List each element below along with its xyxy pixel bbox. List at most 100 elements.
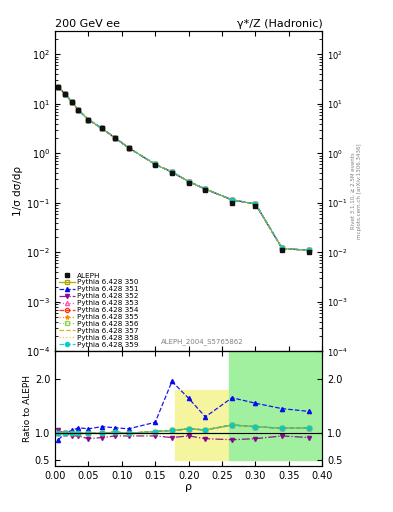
- Pythia 6.428 354: [170, 169, 174, 175]
- Y-axis label: Ratio to ALEPH: Ratio to ALEPH: [23, 375, 32, 442]
- Line: Pythia 6.428 359: Pythia 6.428 359: [56, 86, 311, 252]
- Pythia 6.428 351: [230, 197, 235, 203]
- Pythia 6.428 352: [230, 197, 235, 203]
- ALEPH: [126, 145, 131, 151]
- Pythia 6.428 350: [307, 247, 311, 253]
- Pythia 6.428 354: [113, 135, 118, 141]
- Pythia 6.428 356: [253, 201, 258, 207]
- Pythia 6.428 350: [170, 169, 174, 175]
- Pythia 6.428 352: [99, 125, 104, 132]
- Pythia 6.428 358: [307, 247, 311, 253]
- Pythia 6.428 357: [126, 145, 131, 151]
- Text: γ*/Z (Hadronic): γ*/Z (Hadronic): [237, 18, 322, 29]
- Pythia 6.428 351: [69, 99, 74, 105]
- Pythia 6.428 353: [307, 247, 311, 253]
- Pythia 6.428 354: [253, 201, 258, 207]
- Pythia 6.428 356: [126, 145, 131, 151]
- Pythia 6.428 356: [76, 107, 81, 113]
- Pythia 6.428 359: [186, 179, 191, 185]
- Pythia 6.428 356: [113, 135, 118, 141]
- Pythia 6.428 354: [56, 84, 61, 91]
- Pythia 6.428 354: [126, 145, 131, 151]
- Pythia 6.428 353: [153, 161, 158, 167]
- Pythia 6.428 353: [86, 117, 91, 123]
- Pythia 6.428 359: [76, 107, 81, 113]
- ALEPH: [86, 117, 91, 123]
- Pythia 6.428 357: [113, 135, 118, 141]
- Pythia 6.428 358: [280, 245, 285, 251]
- Pythia 6.428 356: [307, 247, 311, 253]
- ALEPH: [69, 99, 74, 105]
- Pythia 6.428 359: [69, 99, 74, 105]
- ALEPH: [253, 203, 258, 209]
- Pythia 6.428 354: [69, 99, 74, 105]
- Pythia 6.428 351: [153, 161, 158, 167]
- Pythia 6.428 357: [153, 161, 158, 167]
- Pythia 6.428 351: [253, 201, 258, 207]
- Pythia 6.428 359: [307, 247, 311, 253]
- Pythia 6.428 351: [86, 117, 91, 123]
- Pythia 6.428 359: [126, 145, 131, 151]
- Pythia 6.428 354: [99, 125, 104, 132]
- Pythia 6.428 352: [253, 201, 258, 207]
- Pythia 6.428 351: [63, 91, 68, 97]
- X-axis label: ρ: ρ: [185, 482, 192, 492]
- ALEPH: [56, 84, 61, 90]
- Line: Pythia 6.428 350: Pythia 6.428 350: [56, 86, 311, 252]
- Pythia 6.428 353: [76, 107, 81, 113]
- Line: Pythia 6.428 353: Pythia 6.428 353: [56, 86, 311, 252]
- Line: Pythia 6.428 354: Pythia 6.428 354: [56, 86, 311, 252]
- Pythia 6.428 358: [253, 201, 258, 207]
- Pythia 6.428 356: [280, 245, 285, 251]
- Line: Pythia 6.428 356: Pythia 6.428 356: [56, 86, 311, 252]
- Pythia 6.428 354: [203, 186, 208, 192]
- Pythia 6.428 354: [230, 197, 235, 203]
- Pythia 6.428 351: [280, 245, 285, 251]
- Pythia 6.428 350: [63, 91, 68, 97]
- Pythia 6.428 353: [186, 179, 191, 185]
- Pythia 6.428 357: [63, 91, 68, 97]
- Pythia 6.428 353: [203, 186, 208, 192]
- Pythia 6.428 355: [69, 99, 74, 105]
- ALEPH: [113, 135, 118, 141]
- Pythia 6.428 359: [280, 245, 285, 251]
- Pythia 6.428 355: [56, 84, 61, 91]
- Pythia 6.428 354: [76, 107, 81, 113]
- Pythia 6.428 350: [230, 197, 235, 203]
- Pythia 6.428 359: [253, 201, 258, 207]
- Pythia 6.428 355: [113, 135, 118, 141]
- Pythia 6.428 353: [63, 91, 68, 97]
- Pythia 6.428 354: [186, 179, 191, 185]
- Pythia 6.428 356: [99, 125, 104, 132]
- Pythia 6.428 356: [170, 169, 174, 175]
- Pythia 6.428 353: [69, 99, 74, 105]
- Pythia 6.428 357: [186, 179, 191, 185]
- Pythia 6.428 356: [63, 91, 68, 97]
- Line: Pythia 6.428 357: Pythia 6.428 357: [59, 88, 309, 250]
- Pythia 6.428 357: [56, 84, 61, 91]
- ALEPH: [230, 200, 235, 206]
- Pythia 6.428 359: [203, 186, 208, 192]
- Pythia 6.428 356: [153, 161, 158, 167]
- Line: Pythia 6.428 355: Pythia 6.428 355: [56, 86, 311, 252]
- Pythia 6.428 351: [307, 247, 311, 253]
- Pythia 6.428 350: [253, 201, 258, 207]
- ALEPH: [153, 162, 158, 168]
- Pythia 6.428 358: [170, 169, 174, 175]
- Pythia 6.428 358: [126, 145, 131, 151]
- Pythia 6.428 358: [153, 161, 158, 167]
- Line: Pythia 6.428 351: Pythia 6.428 351: [56, 86, 311, 252]
- Pythia 6.428 352: [76, 107, 81, 113]
- Pythia 6.428 353: [126, 145, 131, 151]
- Y-axis label: Rivet 3.1.10, ≥ 2.5M events
mcplots.cern.ch [arXiv:1306.3436]: Rivet 3.1.10, ≥ 2.5M events mcplots.cern…: [351, 143, 362, 239]
- Pythia 6.428 358: [86, 117, 91, 123]
- Pythia 6.428 355: [63, 91, 68, 97]
- Pythia 6.428 352: [126, 145, 131, 151]
- Pythia 6.428 351: [56, 84, 61, 91]
- Pythia 6.428 356: [69, 99, 74, 105]
- Pythia 6.428 350: [126, 145, 131, 151]
- Pythia 6.428 359: [113, 135, 118, 141]
- Pythia 6.428 353: [280, 245, 285, 251]
- Pythia 6.428 355: [230, 197, 235, 203]
- Pythia 6.428 356: [203, 186, 208, 192]
